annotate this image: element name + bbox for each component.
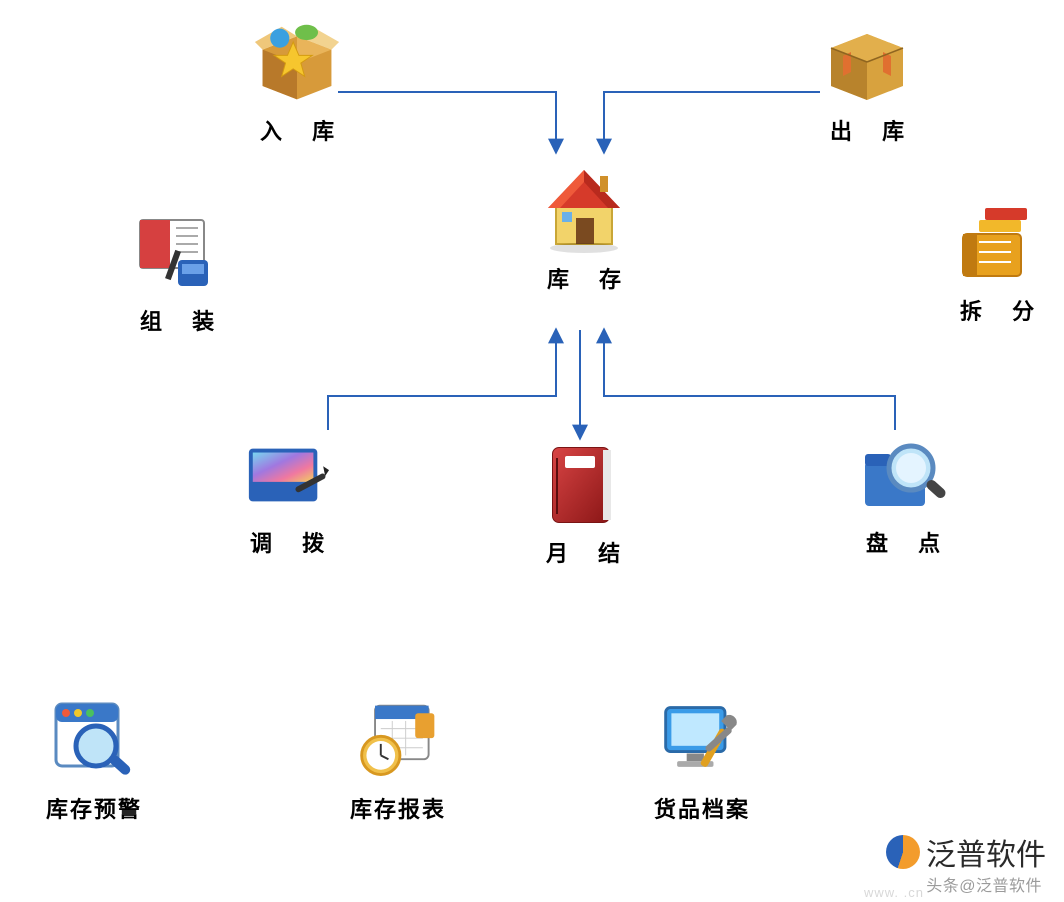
brand-text: 泛普软件 <box>926 830 1046 874</box>
house-icon <box>534 156 634 256</box>
open-box-icon <box>253 20 341 108</box>
node-label: 货品档案 <box>654 792 750 824</box>
attribution-text: 头条@泛普软件 <box>926 872 1042 896</box>
edge-inbound-inventory <box>338 92 556 152</box>
blueprint-icon <box>243 432 331 520</box>
red-notebook-icon <box>539 442 627 530</box>
monitor-tools-icon <box>658 698 746 786</box>
node-outbound: 出 库 <box>818 20 916 146</box>
edge-outbound-inventory <box>604 92 820 152</box>
node-alert: 库存预警 <box>46 698 142 824</box>
node-report: 库存报表 <box>350 698 446 824</box>
node-inventory: 库 存 <box>534 156 634 294</box>
node-label: 组 装 <box>128 304 226 336</box>
node-stocktake: 盘 点 <box>854 432 952 558</box>
brand-logo-icon <box>886 835 920 869</box>
node-label: 拆 分 <box>948 294 1046 326</box>
calendar-clock-icon <box>354 698 442 786</box>
stacked-books-icon <box>953 200 1041 288</box>
node-monthend: 月 结 <box>534 442 632 568</box>
node-label: 库存报表 <box>350 792 446 824</box>
node-label: 入 库 <box>248 114 346 146</box>
node-transfer: 调 拨 <box>238 432 336 558</box>
url-hint: www. .cn <box>864 885 924 900</box>
node-label: 出 库 <box>818 114 916 146</box>
node-split: 拆 分 <box>948 200 1046 326</box>
magnifier-folder-icon <box>859 432 947 520</box>
node-label: 库 存 <box>535 262 633 294</box>
node-assemble: 组 装 <box>128 210 226 336</box>
brand-watermark: 泛普软件 <box>886 830 1046 874</box>
node-label: 盘 点 <box>854 526 952 558</box>
app-magnifier-icon <box>50 698 138 786</box>
book-ink-icon <box>133 210 221 298</box>
closed-box-icon <box>823 20 911 108</box>
node-label: 月 结 <box>534 536 632 568</box>
node-label: 调 拨 <box>238 526 336 558</box>
edge-transfer-inventory <box>328 330 556 430</box>
node-label: 库存预警 <box>46 792 142 824</box>
edge-stocktake-inventory <box>604 330 895 430</box>
node-inbound: 入 库 <box>248 20 346 146</box>
node-product: 货品档案 <box>654 698 750 824</box>
